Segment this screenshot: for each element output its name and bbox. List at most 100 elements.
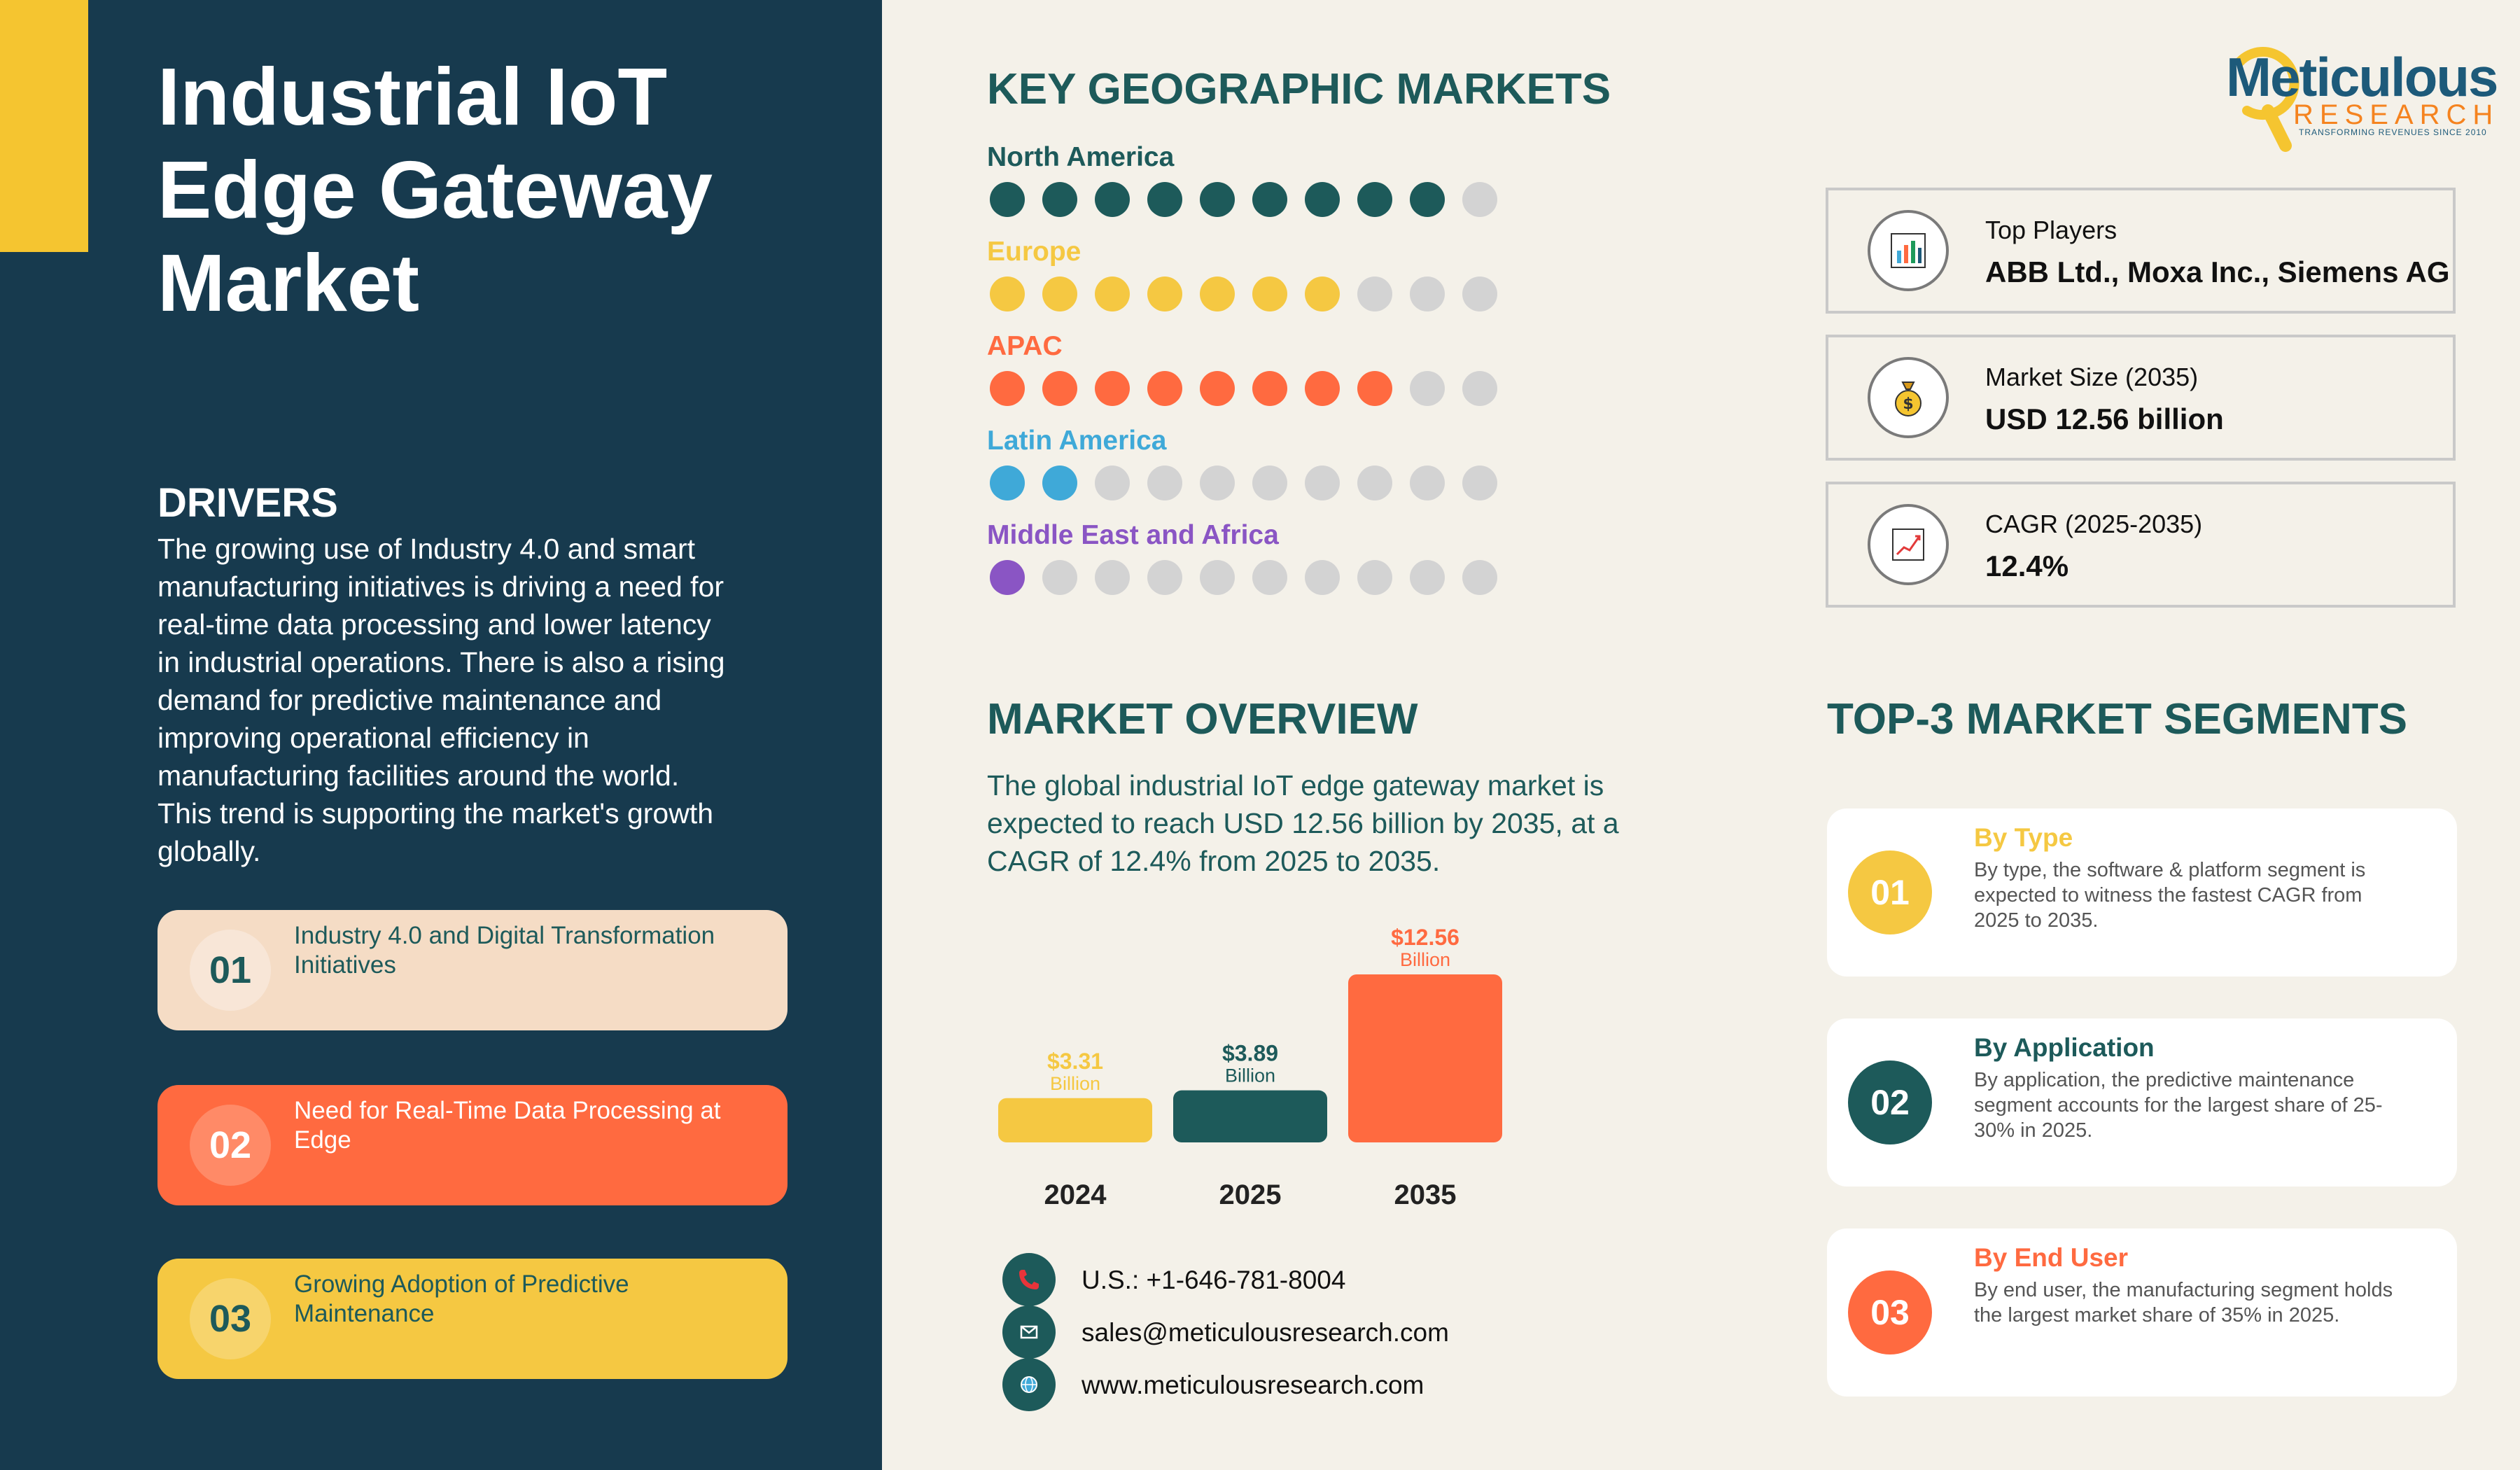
driver-number: 01 xyxy=(190,930,271,1011)
driver-text: Need for Real-Time Data Processing at Ed… xyxy=(294,1097,721,1154)
dot-empty xyxy=(1410,276,1445,312)
drivers-description: The growing use of Industry 4.0 and smar… xyxy=(158,533,725,867)
segment-title: By Type xyxy=(1974,823,2073,852)
dot-empty xyxy=(1252,560,1287,595)
company-logo: Meticulous RESEARCH TRANSFORMING REVENUE… xyxy=(2226,34,2498,153)
dot-filled xyxy=(1042,465,1077,500)
chart-bar xyxy=(998,1098,1152,1142)
info-label: CAGR (2025-2035) xyxy=(1985,510,2203,538)
dot-filled xyxy=(1305,371,1340,406)
segment-number: 03 xyxy=(1848,1270,1932,1354)
dot-empty xyxy=(1147,560,1182,595)
info-box-market-size: $ Market Size (2035) USD 12.56 billion xyxy=(1826,335,2456,461)
chart-unit-label: Billion xyxy=(1050,1073,1100,1094)
info-value: USD 12.56 billion xyxy=(1985,402,2224,435)
driver-text: Growing Adoption of Predictive Maintenan… xyxy=(294,1270,629,1327)
segment-number: 02 xyxy=(1848,1060,1932,1144)
magnifier-logo-icon xyxy=(2235,47,2300,152)
segment-card-1: 01 By Type By type, the software & platf… xyxy=(1827,808,2457,976)
dot-empty xyxy=(1410,560,1445,595)
region-label-north-america: North America xyxy=(987,142,1175,172)
contact-website[interactable]: www.meticulousresearch.com xyxy=(1082,1371,1424,1399)
dot-filled xyxy=(1305,182,1340,217)
email-icon xyxy=(1002,1306,1056,1359)
dot-filled xyxy=(990,560,1025,595)
market-overview-text: The global industrial IoT edge gateway m… xyxy=(987,769,1619,877)
bar-chart-icon xyxy=(1868,210,1949,291)
dot-filled xyxy=(1252,182,1287,217)
globe-icon xyxy=(1002,1358,1056,1411)
dot-empty xyxy=(1095,465,1130,500)
dot-empty xyxy=(1462,560,1497,595)
driver-card-1: 01 Industry 4.0 and Digital Transformati… xyxy=(158,910,788,1030)
info-value: 12.4% xyxy=(1985,550,2069,582)
segment-card-3: 03 By End User By end user, the manufact… xyxy=(1827,1228,2457,1396)
market-size-bar-chart: $3.31Billion2024$3.89Billion2025$12.56Bi… xyxy=(998,925,1502,1210)
left-panel xyxy=(0,0,882,1470)
logo-tagline: TRANSFORMING REVENUES SINCE 2010 xyxy=(2299,127,2487,137)
chart-value-label: $12.56 xyxy=(1391,925,1460,950)
dot-empty xyxy=(1357,276,1392,312)
page-title: Industrial IoT Edge Gateway Market xyxy=(158,51,713,328)
drivers-heading: DRIVERS xyxy=(158,480,338,526)
dot-empty xyxy=(1410,465,1445,500)
dot-empty xyxy=(1095,560,1130,595)
dot-filled xyxy=(1410,182,1445,217)
dot-empty xyxy=(1305,465,1340,500)
market-overview-heading: MARKET OVERVIEW xyxy=(987,695,1418,743)
dot-filled xyxy=(1357,182,1392,217)
info-label: Top Players xyxy=(1985,216,2118,244)
region-label-latin-america: Latin America xyxy=(987,426,1167,456)
dot-empty xyxy=(1200,465,1235,500)
info-box-top-players: Top Players ABB Ltd., Moxa Inc., Siemens… xyxy=(1826,188,2456,314)
driver-text: Industry 4.0 and Digital Transformation … xyxy=(294,922,715,979)
dot-empty xyxy=(1042,560,1077,595)
logo-sub: RESEARCH xyxy=(2293,99,2500,130)
dot-empty xyxy=(1410,371,1445,406)
dot-empty xyxy=(1305,560,1340,595)
dot-empty xyxy=(1200,560,1235,595)
driver-card-2: 02 Need for Real-Time Data Processing at… xyxy=(158,1085,788,1205)
chart-unit-label: Billion xyxy=(1225,1065,1275,1086)
dot-filled xyxy=(1252,371,1287,406)
dot-filled xyxy=(1252,276,1287,312)
chart-category-label: 2035 xyxy=(1394,1180,1457,1210)
dot-filled xyxy=(1147,371,1182,406)
dot-filled xyxy=(990,465,1025,500)
dot-filled xyxy=(1147,182,1182,217)
segment-card-2: 02 By Application By application, the pr… xyxy=(1827,1018,2457,1186)
dot-filled xyxy=(1042,182,1077,217)
phone-icon xyxy=(1002,1253,1056,1306)
segment-title: By Application xyxy=(1974,1033,2155,1062)
dot-filled xyxy=(1042,276,1077,312)
chart-value-label: $3.89 xyxy=(1222,1041,1278,1066)
dot-empty xyxy=(1357,560,1392,595)
dot-filled xyxy=(1147,276,1182,312)
info-value: ABB Ltd., Moxa Inc., Siemens AG xyxy=(1985,255,2450,288)
info-label: Market Size (2035) xyxy=(1985,363,2199,391)
dot-empty xyxy=(1462,276,1497,312)
dot-filled xyxy=(1200,182,1235,217)
logo-name: Meticulous xyxy=(2226,46,2498,108)
geographic-markets-heading: KEY GEOGRAPHIC MARKETS xyxy=(987,65,1611,113)
yellow-accent-block xyxy=(0,0,88,252)
dot-filled xyxy=(1200,371,1235,406)
dot-filled xyxy=(1042,371,1077,406)
dot-empty xyxy=(1252,465,1287,500)
info-box-cagr: CAGR (2025-2035) 12.4% xyxy=(1826,482,2456,608)
dot-empty xyxy=(1462,371,1497,406)
line-chart-icon xyxy=(1868,504,1949,585)
region-label-apac: APAC xyxy=(987,331,1063,361)
driver-number: 02 xyxy=(190,1105,271,1186)
chart-unit-label: Billion xyxy=(1400,949,1450,970)
contact-email[interactable]: sales@meticulousresearch.com xyxy=(1082,1318,1449,1347)
money-bag-icon: $ xyxy=(1868,357,1949,438)
segment-title: By End User xyxy=(1974,1243,2129,1272)
driver-card-3: 03 Growing Adoption of Predictive Mainte… xyxy=(158,1259,788,1379)
region-label-europe: Europe xyxy=(987,237,1082,267)
dot-empty xyxy=(1462,182,1497,217)
dot-empty xyxy=(1462,465,1497,500)
contact-phone[interactable]: U.S.: +1-646-781-8004 xyxy=(1082,1266,1346,1294)
dot-filled xyxy=(1200,276,1235,312)
chart-category-label: 2025 xyxy=(1219,1180,1282,1210)
